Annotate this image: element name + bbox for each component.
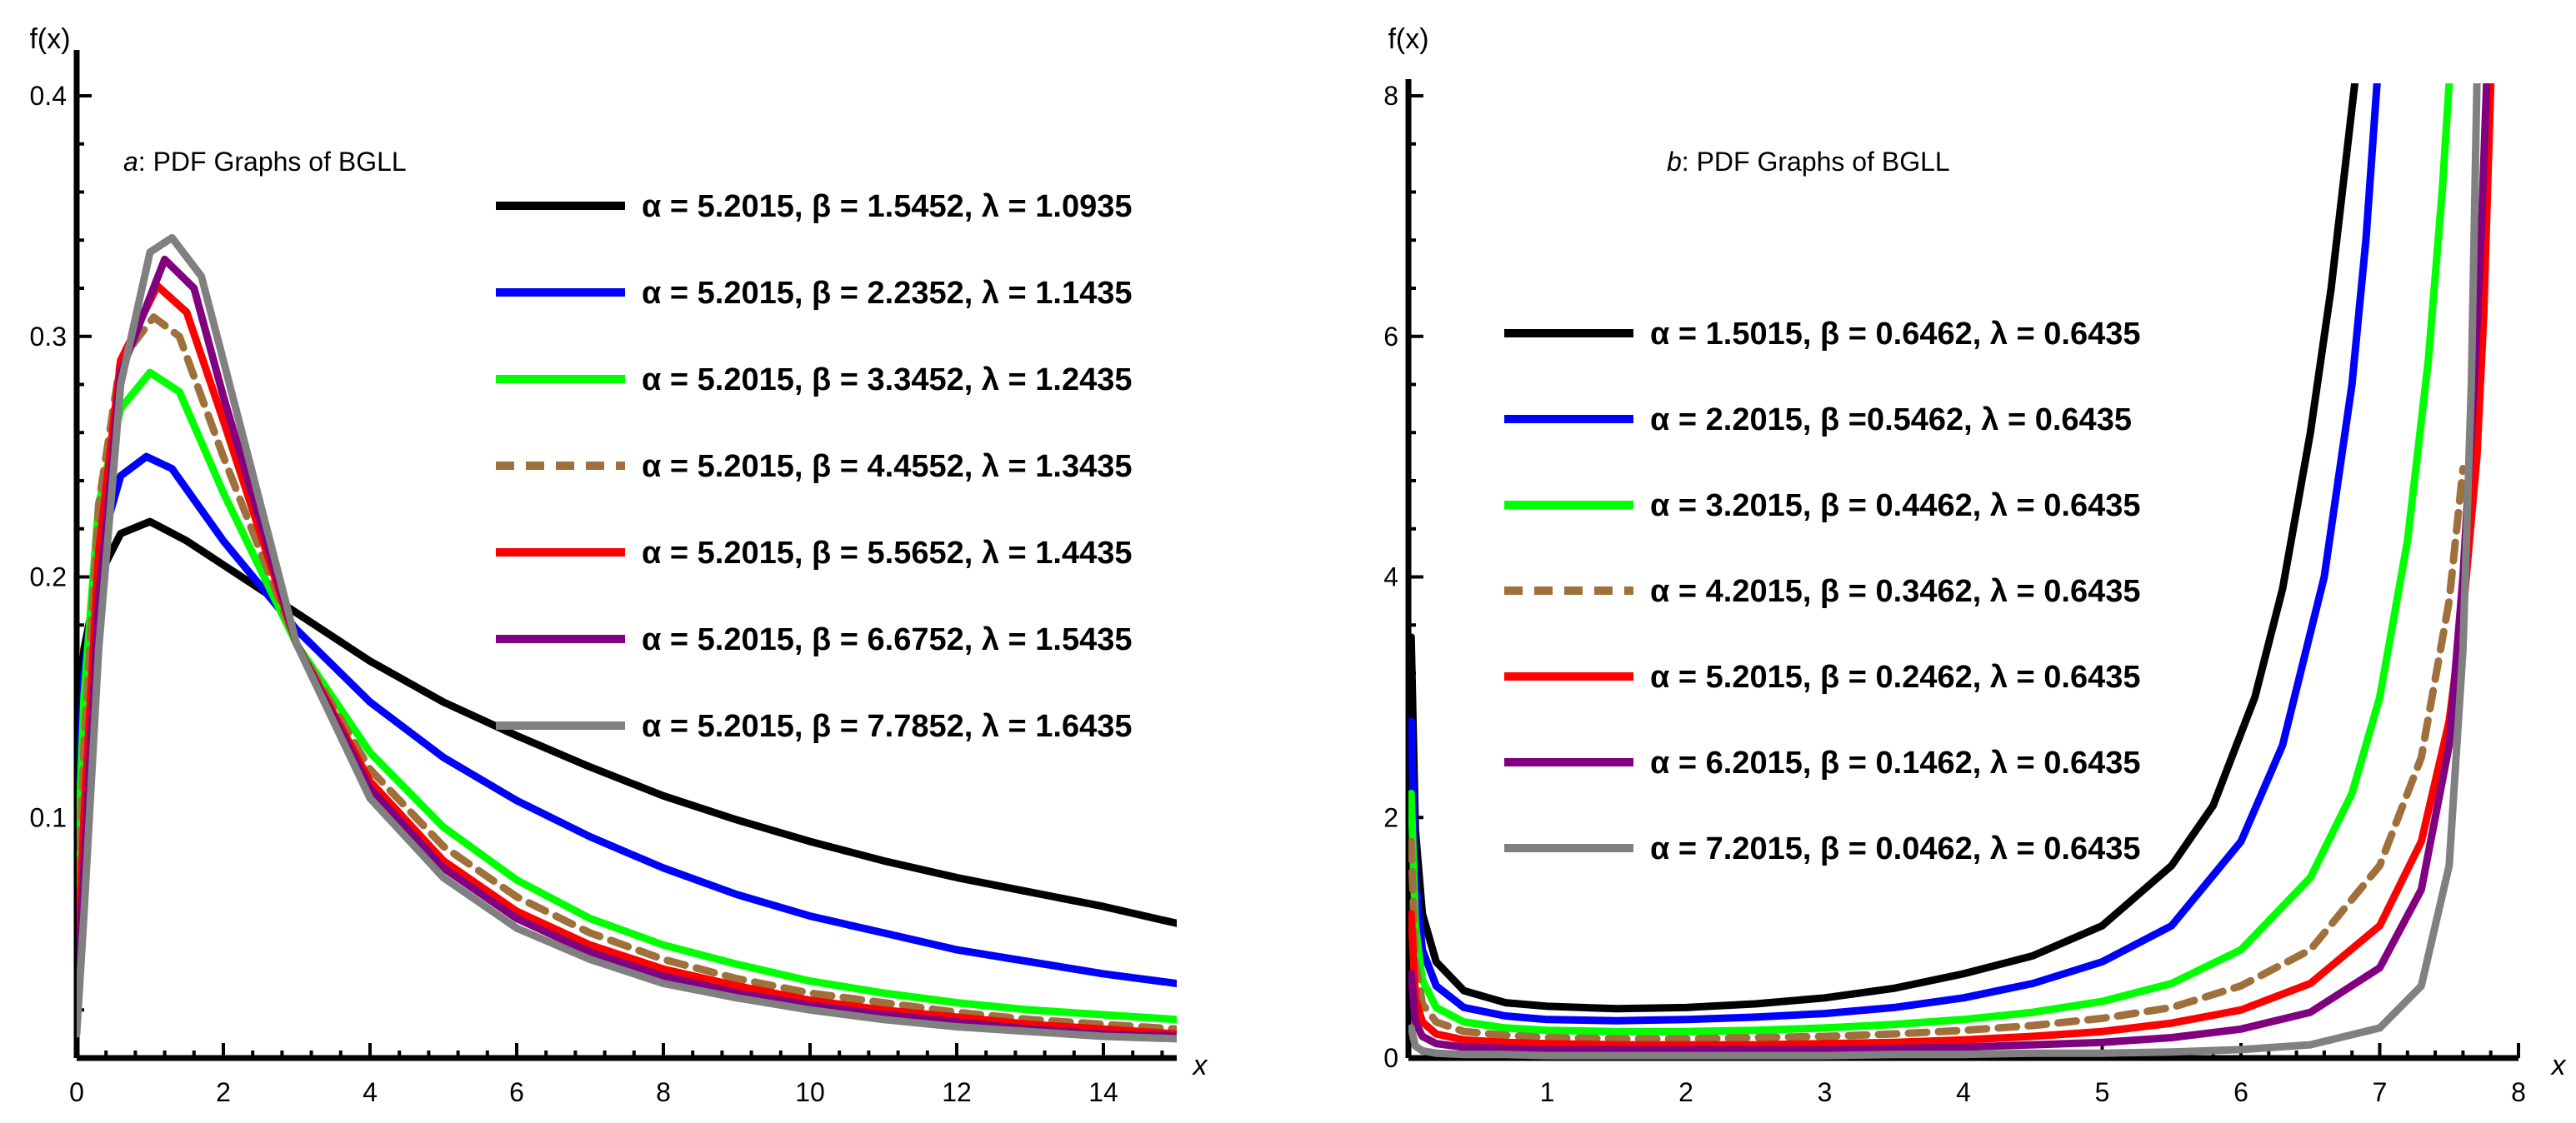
chart-title: a: PDF Graphs of BGLL [123, 147, 407, 177]
legend-label: α = 5.2015, β = 7.7852, λ = 1.6435 [642, 709, 1133, 744]
chart-title-prefix: a [123, 147, 138, 177]
series-line-1 [77, 517, 1177, 927]
legend-label: α = 5.2015, β = 5.5652, λ = 1.4435 [642, 536, 1133, 571]
chart-title-prefix: b [1667, 147, 1682, 177]
series-line-3 [77, 368, 1177, 1024]
series-line-7 [1408, 83, 2481, 1060]
y-tick-label: 4 [1383, 562, 1398, 592]
y-tick-label: 0.2 [30, 562, 67, 592]
legend-label: α = 4.2015, β = 0.3462, λ = 0.6435 [1650, 574, 2141, 609]
chart-panel-a: 0.1 0.2 0.3 0.4 0 2 4 6 8 10 12 14 f(x) x a: PDF Graph… [29, 23, 1208, 1107]
legend-label: α = 7.2015, β = 0.0462, λ = 0.6435 [1650, 831, 2141, 866]
x-tick-label: 1 [1540, 1077, 1555, 1107]
x-tick-label: 10 [795, 1077, 825, 1107]
legend-label: α = 5.2015, β = 6.6752, λ = 1.5435 [642, 622, 1133, 657]
x-tick-label: 12 [942, 1077, 972, 1107]
legend-label: α = 5.2015, β = 3.3452, λ = 1.2435 [642, 362, 1133, 397]
chart-title-text: : PDF Graphs of BGLL [1682, 147, 1950, 177]
y-tick-label: 0.3 [30, 322, 67, 352]
legend-label: α = 5.2015, β = 2.2352, λ = 1.1435 [642, 276, 1133, 311]
series-line-2 [77, 452, 1177, 987]
y-tick-label: 6 [1383, 322, 1398, 352]
legend: α = 1.5015, β = 0.6462, λ = 0.6435 α = 2.… [1504, 317, 2141, 866]
series-line-6 [1408, 83, 2491, 1054]
legend-label: α = 5.2015, β = 1.5452, λ = 1.0935 [642, 189, 1133, 224]
legend-label: α = 2.2015, β =0.5462, λ = 0.6435 [1650, 402, 2132, 437]
legend-label: α = 3.2015, β = 0.4462, λ = 0.6435 [1650, 488, 2141, 523]
chart-panel-b: 0 2 4 6 8 1 2 3 4 5 6 7 8 f(x) x b: PDF Graphs of BGLL α… [1383, 23, 2566, 1107]
chart-title: b: PDF Graphs of BGLL [1667, 147, 1950, 177]
x-tick-label: 6 [2233, 1077, 2248, 1107]
y-axis-title: f(x) [1388, 23, 1428, 55]
x-tick-label: 14 [1088, 1077, 1118, 1107]
chart-title-text: : PDF Graphs of BGLL [138, 147, 407, 177]
x-tick-label: 4 [1956, 1077, 1971, 1107]
series-line-7 [77, 233, 1177, 1043]
x-tick-label: 7 [2373, 1077, 2388, 1107]
y-tick-label: 0 [1383, 1043, 1398, 1073]
series-line-5 [77, 282, 1177, 1038]
y-tick-label: 0.1 [30, 802, 67, 832]
x-axis-title: x [2550, 1050, 2567, 1081]
x-tick-label: 2 [216, 1077, 231, 1107]
y-axis-title: f(x) [29, 23, 70, 55]
x-tick-label: 5 [2095, 1077, 2110, 1107]
x-tick-label: 4 [363, 1077, 378, 1107]
series-group [77, 233, 1177, 1043]
y-tick-label: 0.4 [30, 81, 67, 111]
series-group [1408, 83, 2495, 1060]
x-tick-label: 8 [656, 1077, 671, 1107]
x-tick-label: 0 [69, 1077, 84, 1107]
legend-label: α = 6.2015, β = 0.1462, λ = 0.6435 [1650, 746, 2141, 781]
legend: α = 5.2015, β = 1.5452, λ = 1.0935 α = 5.… [496, 189, 1133, 744]
x-tick-label: 8 [2511, 1077, 2526, 1107]
legend-label: α = 5.2015, β = 0.2462, λ = 0.6435 [1650, 660, 2141, 695]
x-axis-title: x [1192, 1050, 1208, 1081]
series-line-4 [1408, 465, 2467, 1043]
series-line-1 [1408, 83, 2358, 1013]
y-tick-label: 2 [1383, 802, 1398, 832]
x-tick-label: 6 [509, 1077, 524, 1107]
x-tick-label: 2 [1678, 1077, 1693, 1107]
legend-label: α = 1.5015, β = 0.6462, λ = 0.6435 [1650, 317, 2141, 352]
series-line-3 [1408, 83, 2453, 1036]
series-line-2 [1408, 83, 2381, 1025]
legend-label: α = 5.2015, β = 4.4552, λ = 1.3435 [642, 449, 1133, 484]
x-tick-label: 3 [1818, 1077, 1833, 1107]
y-tick-label: 8 [1383, 81, 1398, 111]
